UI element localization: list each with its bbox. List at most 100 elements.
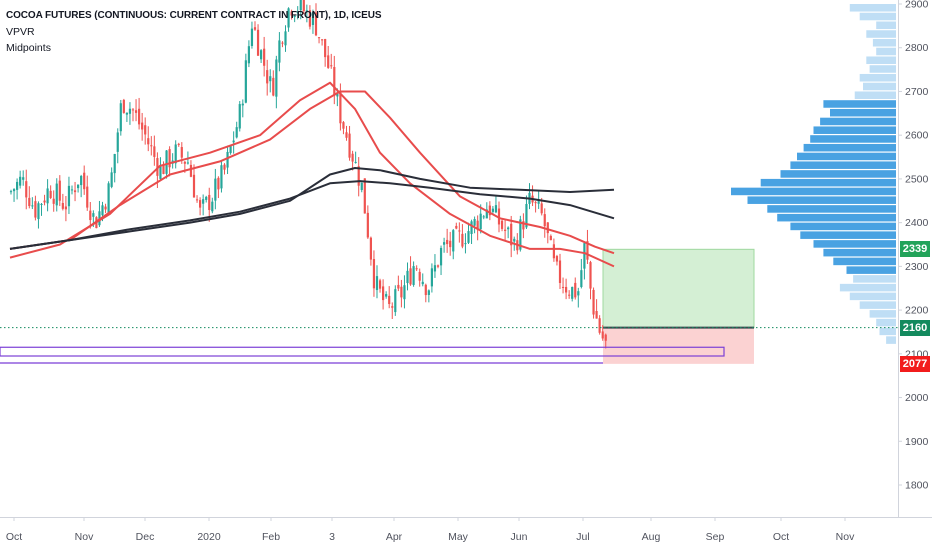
candle-body (446, 239, 449, 245)
candle-body (296, 11, 299, 14)
candle-body (397, 284, 400, 289)
candle-body (372, 259, 376, 289)
candle-body (263, 48, 266, 66)
candle-body (375, 276, 379, 291)
volume-bar (872, 38, 896, 47)
candle-body (134, 110, 138, 113)
x-tick-label: Nov (836, 531, 855, 543)
candle-body (19, 176, 22, 186)
stop-price-tag: 2077 (900, 355, 930, 372)
candle-body (494, 205, 498, 213)
candle-body (150, 145, 153, 147)
candle-body (253, 27, 257, 30)
candle-body (552, 244, 555, 259)
candle-body (577, 291, 580, 296)
candle-body (412, 266, 415, 285)
candle-body (211, 201, 214, 212)
candle-body (421, 281, 424, 285)
candle-body (49, 190, 52, 198)
x-tick-label: May (448, 531, 469, 543)
candle-body (122, 99, 125, 113)
candle-body (409, 268, 412, 285)
volume-bar (797, 152, 896, 161)
candle-body (183, 161, 186, 164)
volume-bar (886, 336, 896, 344)
candle-body (336, 93, 339, 97)
candle-body (159, 165, 162, 179)
candle-body (488, 205, 491, 216)
x-tick-label: Jul (576, 531, 589, 543)
candle-body (272, 77, 275, 96)
volume-bar (854, 91, 896, 99)
candle-body (363, 178, 366, 214)
candle-body (64, 206, 67, 210)
x-tick-label: Nov (75, 531, 94, 543)
candle-body (110, 172, 113, 187)
y-tick-label: 2700 (905, 86, 929, 98)
candle-body (177, 143, 180, 145)
candle-body (369, 237, 372, 260)
indicator-vpvr[interactable]: VPVR (6, 26, 35, 38)
candle-body (391, 306, 394, 308)
position-zones (602, 248, 755, 364)
volume-bar (876, 47, 896, 56)
candle-body (510, 223, 513, 246)
candle-body (473, 219, 476, 226)
y-tick-label: 2900 (905, 0, 929, 11)
candle-body (284, 31, 287, 46)
candle-body (290, 11, 293, 16)
candle-body (351, 153, 354, 162)
candle-body (586, 241, 589, 260)
candle-body (46, 188, 49, 204)
candle-body (598, 318, 601, 333)
candle-body (98, 211, 101, 226)
candle-body (25, 181, 28, 198)
candle-body (232, 140, 235, 143)
candle-body (314, 12, 318, 36)
candle-body (305, 10, 308, 12)
candle-body (153, 146, 156, 157)
volume-bar (790, 161, 896, 169)
candle-body (101, 205, 104, 216)
candle-body (565, 286, 568, 293)
volume-bar (859, 12, 896, 21)
candle-body (241, 103, 244, 106)
candle-body (104, 206, 107, 210)
volume-profile (731, 4, 896, 344)
candle-body (558, 260, 562, 283)
volume-bar (869, 310, 896, 318)
candle-body (260, 50, 263, 60)
candle-body (80, 175, 83, 186)
candle-body (504, 229, 507, 231)
candle-body (9, 191, 13, 193)
symbol-title[interactable]: COCOA FUTURES (CONTINUOUS: CURRENT CONTR… (6, 10, 382, 21)
candle-body (37, 203, 40, 220)
volume-bar (820, 117, 896, 126)
candle-body (366, 212, 369, 238)
candle-body (168, 149, 171, 168)
volume-bar (859, 301, 896, 309)
candle-body (119, 103, 122, 132)
indicator-midpoints[interactable]: Midpoints (6, 42, 51, 54)
candle-body (439, 247, 443, 266)
candle-body (113, 153, 116, 174)
volume-bar (731, 187, 896, 196)
volume-bar (780, 170, 896, 178)
candle-body (223, 164, 226, 170)
candle-body (513, 238, 516, 242)
y-tick-label: 2600 (905, 130, 929, 142)
candle-body (34, 201, 37, 218)
candle-body (580, 270, 583, 287)
candle-body (61, 202, 64, 209)
candle-body (345, 132, 348, 138)
candle-body (324, 39, 327, 58)
moving-averages (9, 81, 615, 268)
candle-body (525, 203, 528, 228)
candle-body (208, 194, 211, 211)
candle-body (601, 331, 604, 339)
volume-bar (853, 275, 896, 283)
candle-body (73, 190, 77, 193)
candle-body (40, 203, 43, 205)
